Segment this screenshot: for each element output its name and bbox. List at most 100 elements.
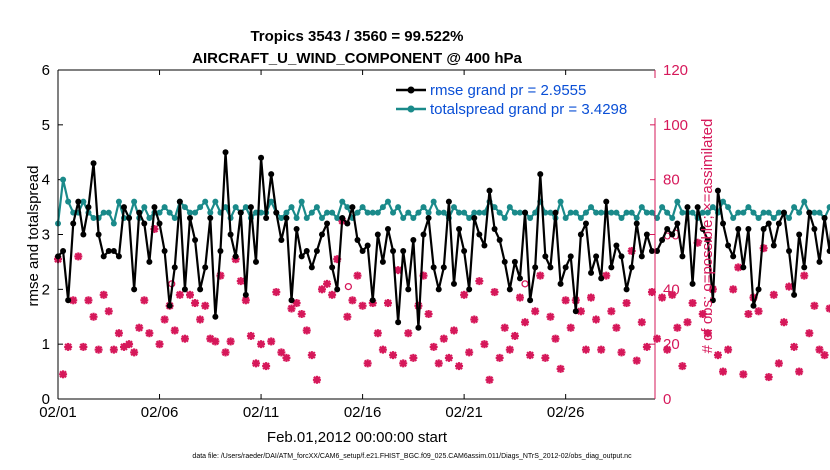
obs-marker [602,271,611,280]
rmse-point [186,215,193,222]
spread-point [628,209,635,216]
spread-point [456,209,463,216]
spread-point [110,220,117,227]
spread-point [791,204,798,211]
rmse-point [425,215,432,222]
rmse-point [283,215,290,222]
rmse-point [725,242,732,249]
rmse-point [156,220,163,227]
spread-point [720,198,727,205]
obs-marker [688,299,697,308]
legend-rmse-label: rmse grand pr = 2.9555 [430,82,586,99]
obs-marker [257,340,266,349]
obs-marker [383,299,392,308]
spread-point [65,198,72,205]
spread-point [400,215,407,222]
spread-point [171,215,178,222]
spread-point [527,215,534,222]
obs-marker [581,345,590,354]
rmse-point [796,231,803,238]
rmse-point [217,247,224,254]
rmse-point [801,264,808,271]
rmse-point [237,209,244,216]
spread-point [643,209,650,216]
obs-marker [668,290,677,299]
obs-marker [175,290,184,299]
spread-point [511,209,518,216]
obs-marker [282,353,291,362]
spread-point [105,209,112,216]
spread-point [141,204,148,211]
rmse-point [293,226,300,233]
spread-point [659,204,666,211]
rmse-point [212,313,219,320]
obs-marker [312,375,321,384]
obs-marker [343,312,352,321]
rmse-point [80,231,87,238]
rmse-point [227,231,234,238]
obs-marker [251,359,260,368]
obs-marker [307,351,316,360]
obs-marker [510,331,519,340]
obs-marker [754,307,763,316]
spread-point [202,198,209,205]
spread-point [547,209,554,216]
rmse-point [146,258,153,265]
obs-marker [790,342,799,351]
spread-point [679,209,686,216]
rmse-point [176,198,183,205]
obs-marker [201,301,210,310]
spread-point [181,204,188,211]
x-tick-label: 02/16 [344,404,382,421]
obs-marker [521,318,530,327]
obs-marker [170,326,179,335]
rmse-point [735,226,742,233]
rmse-point [334,286,341,293]
obs-marker [505,345,514,354]
rmse-point [110,247,117,254]
rmse-point [420,231,427,238]
spread-point [471,209,478,216]
rmse-point [501,258,508,265]
obs-marker [622,299,631,308]
spread-point [100,209,107,216]
spread-point [359,204,366,211]
rmse-point [456,226,463,233]
spread-point [725,204,732,211]
rmse-point [329,264,336,271]
rmse-point [354,236,361,243]
chart-title: Tropics 3543 / 3560 = 99.522% [250,28,463,45]
rmse-point [775,220,782,227]
spread-point [796,209,803,216]
obs-marker [328,290,337,299]
y-axis-label: rmse and totalspread [25,166,42,307]
rmse-point [588,269,595,276]
rmse-point [242,291,249,298]
y2-axis-label: # of obs: o=possible; ×=assimilated [699,119,716,354]
spread-point [374,209,381,216]
spread-point [313,204,320,211]
obs-marker [191,299,200,308]
rmse-point [730,253,737,260]
legend-rmse-marker [407,86,415,94]
x-tick-label: 02/01 [39,404,77,421]
obs-marker [592,315,601,324]
obs-marker [653,334,662,343]
obs-marker [703,329,712,338]
obs-marker [536,271,545,280]
spread-point [354,209,361,216]
obs-marker [64,342,73,351]
obs-marker [211,337,220,346]
spread-point [60,176,67,183]
spread-point [811,209,818,216]
rmse-point [288,297,295,304]
spread-point [623,209,630,216]
obs-marker [566,323,575,332]
obs-marker [79,342,88,351]
rmse-point [181,286,188,293]
rmse-point [247,204,254,211]
spread-point [577,215,584,222]
rmse-point [709,297,716,304]
obs-marker [597,345,606,354]
